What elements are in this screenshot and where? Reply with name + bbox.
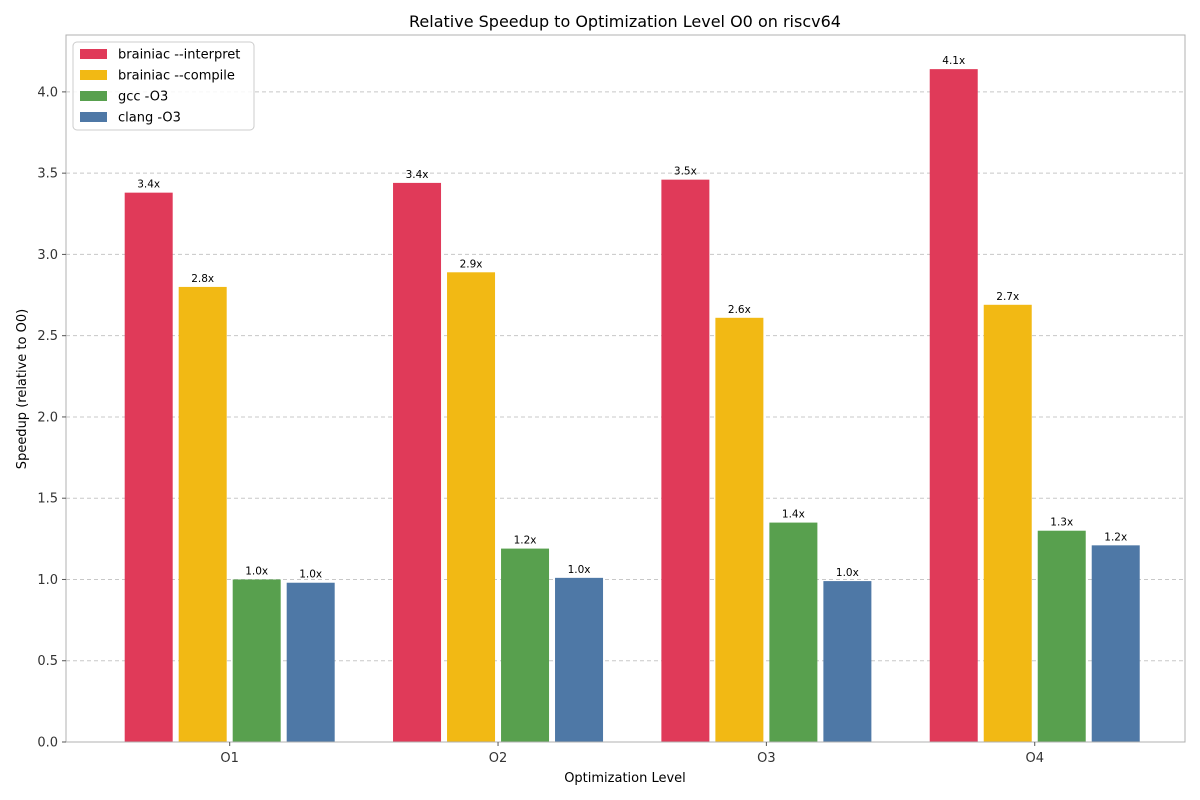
bar-value-label: 2.6x (728, 304, 751, 316)
legend-label: gcc -O3 (118, 90, 168, 105)
y-tick-label: 3.0 (37, 248, 58, 263)
bar-value-label: 1.0x (299, 569, 322, 581)
legend: brainiac --interpret brainiac --compile gc… (72, 41, 255, 131)
x-tick-label: O4 (1025, 751, 1044, 766)
bar-value-label: 2.7x (996, 291, 1019, 303)
bar-value-label: 3.4x (137, 179, 160, 191)
bar (983, 304, 1032, 742)
bar-value-label: 1.0x (245, 565, 268, 577)
bar (501, 548, 550, 742)
legend-swatch (80, 91, 107, 101)
bar (286, 582, 335, 742)
bar (447, 272, 496, 742)
y-axis-label: Speedup (relative to O0) (15, 309, 30, 469)
plot-frame (65, 34, 1186, 743)
bar (178, 286, 227, 742)
y-tick-label: 3.5 (37, 167, 58, 182)
bar (232, 579, 281, 742)
bar (661, 179, 710, 742)
legend-box (72, 41, 255, 131)
legend-swatch (80, 49, 107, 59)
y-tick-label: 2.5 (37, 329, 58, 344)
y-tick-label: 0.0 (37, 736, 58, 751)
bar (715, 317, 764, 742)
legend-label: brainiac --compile (118, 69, 235, 84)
x-tick-label: O3 (757, 751, 776, 766)
bars (124, 69, 1140, 743)
bar (1091, 545, 1140, 742)
x-axis: O1 O2 O3 O4 (220, 742, 1044, 766)
bar (1037, 530, 1086, 742)
bar-value-label: 1.0x (568, 564, 591, 576)
x-axis-label: Optimization Level (564, 771, 686, 786)
bar (124, 192, 173, 742)
x-tick-label: O1 (220, 751, 239, 766)
legend-swatch (80, 70, 107, 80)
y-tick-label: 2.0 (37, 410, 58, 425)
bar-value-label: 1.2x (1104, 531, 1127, 543)
legend-swatch (80, 112, 107, 122)
bar (769, 522, 818, 742)
bar (555, 577, 604, 742)
y-tick-label: 0.5 (37, 654, 58, 669)
bar (823, 581, 872, 742)
data-labels: 3.4x 2.8x 1.0x 1.0x 3.4x 2.9x 1.2x 1.0x 3.5x 2.6x… (137, 55, 1127, 581)
bar-value-label: 2.9x (460, 258, 483, 270)
bar-value-label: 2.8x (191, 273, 214, 285)
x-tick-label: O2 (489, 751, 508, 766)
bar-value-label: 1.2x (514, 535, 537, 547)
bar-value-label: 3.4x (406, 169, 429, 181)
bar-value-label: 4.1x (942, 55, 965, 67)
legend-label: clang -O3 (118, 111, 181, 126)
legend-label: brainiac --interpret (118, 48, 240, 63)
bar-value-label: 1.3x (1050, 517, 1073, 529)
bar-value-label: 1.0x (836, 567, 859, 579)
bar-value-label: 1.4x (782, 509, 805, 521)
bar (929, 69, 978, 742)
y-tick-label: 1.0 (37, 573, 58, 588)
y-tick-label: 1.5 (37, 492, 58, 507)
chart-title: Relative Speedup to Optimization Level O… (409, 12, 841, 31)
y-tick-label: 4.0 (37, 85, 58, 100)
bar-value-label: 3.5x (674, 166, 697, 178)
bar (393, 182, 442, 743)
y-axis: 0.0 0.5 1.0 1.5 2.0 2.5 3.0 3.5 4.0 (37, 85, 66, 751)
